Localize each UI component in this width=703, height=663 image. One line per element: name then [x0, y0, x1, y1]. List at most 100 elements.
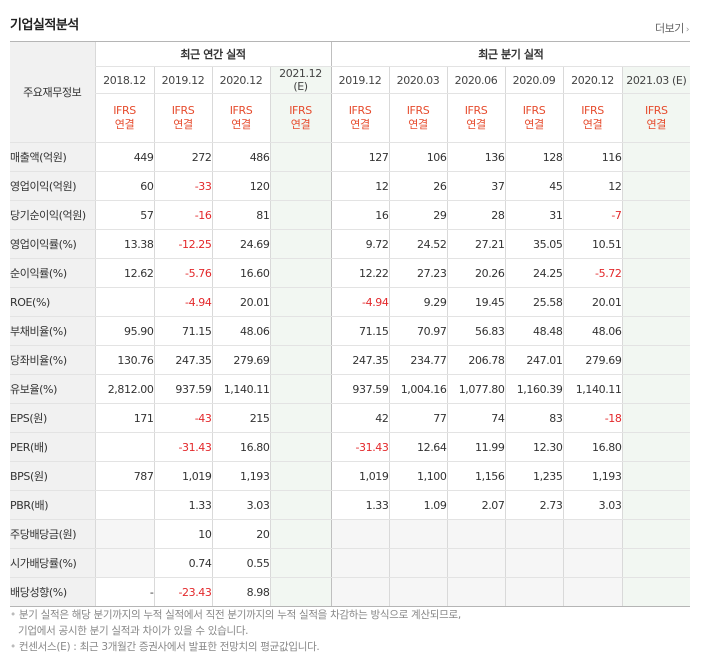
value-cell	[504, 519, 563, 549]
value-cell: 2.07	[446, 490, 505, 520]
value-cell: 12	[330, 171, 389, 201]
value-cell: 83	[504, 403, 563, 433]
value-cell: 279.69	[562, 345, 622, 375]
value-cell	[446, 577, 505, 607]
value-cell: 127	[330, 142, 389, 172]
ifrs-top: IFRS	[581, 104, 604, 117]
value-cell: 16.60	[211, 258, 270, 288]
table-row: 순이익률(%) 12.62 -5.76 16.60 12.22 27.23 20.26 24.…	[10, 258, 691, 288]
value-cell	[562, 548, 622, 578]
more-link[interactable]: 더보기 ›	[655, 20, 690, 36]
value-cell	[621, 548, 691, 578]
value-cell: 234.77	[388, 345, 447, 375]
value-cell	[269, 171, 331, 201]
value-cell: -12.25	[153, 229, 212, 259]
value-cell: 1.33	[153, 490, 212, 520]
value-cell	[388, 519, 447, 549]
table-row: 매출액(억원) 449 272 486 127 106 136 128 116	[10, 142, 691, 172]
value-cell: 937.59	[153, 374, 212, 404]
value-cell	[621, 403, 691, 433]
ifrs-bottom: 연결	[114, 118, 135, 131]
value-cell: 8.98	[211, 577, 270, 607]
value-cell	[269, 258, 331, 288]
value-cell: 16.80	[562, 432, 622, 462]
value-cell: 19.45	[446, 287, 505, 317]
quarter-group-label: 최근 분기 실적	[330, 41, 691, 67]
value-cell	[621, 519, 691, 549]
value-cell	[94, 432, 154, 462]
value-cell: 1,077.80	[446, 374, 505, 404]
ifrs-bottom: 연결	[646, 118, 667, 131]
value-cell	[621, 490, 691, 520]
ifrs-label: IFRS 연결	[446, 93, 505, 143]
value-cell: 48.48	[504, 316, 563, 346]
ifrs-bottom: 연결	[582, 118, 603, 131]
period-header: 2021.03 (E)	[621, 66, 691, 94]
value-cell: 1.09	[388, 490, 447, 520]
value-cell	[621, 461, 691, 491]
ifrs-top: IFRS	[171, 104, 195, 117]
value-cell: 16.80	[211, 432, 270, 462]
row-label: 매출액(억원)	[10, 142, 95, 172]
ifrs-label: IFRS 연결	[330, 93, 389, 143]
footnotes: • 분기 실적은 해당 분기까지의 누적 실적에서 직전 분기까지의 누적 실적을…	[10, 607, 461, 655]
value-cell: -4.94	[153, 287, 212, 317]
value-cell: 9.29	[388, 287, 447, 317]
value-cell	[94, 519, 154, 549]
ifrs-label: IFRS 연결	[504, 93, 563, 143]
row-label: 당기순이익(억원)	[10, 200, 95, 230]
value-cell	[621, 287, 691, 317]
value-cell: 27.23	[388, 258, 447, 288]
ifrs-top: IFRS	[406, 104, 430, 117]
value-cell: 42	[330, 403, 389, 433]
value-cell	[504, 577, 563, 607]
value-cell: 1,193	[211, 461, 270, 491]
value-cell: 937.59	[330, 374, 389, 404]
value-cell: -4.94	[330, 287, 389, 317]
value-cell: 1.33	[330, 490, 389, 520]
value-cell: 1,140.11	[562, 374, 622, 404]
ifrs-top: IFRS	[464, 104, 488, 117]
value-cell: 74	[446, 403, 505, 433]
row-label: 배당성향(%)	[10, 577, 95, 607]
value-cell: 24.25	[504, 258, 563, 288]
value-cell: 449	[94, 142, 154, 172]
ifrs-bottom: 연결	[290, 118, 311, 131]
value-cell: 71.15	[330, 316, 389, 346]
table-row: PER(배) -31.43 16.80 -31.43 12.64 11.99 12.30 16…	[10, 432, 691, 462]
value-cell: 2,812.00	[94, 374, 154, 404]
bullet-icon: •	[10, 609, 16, 621]
value-cell: 29	[388, 200, 447, 230]
financial-table: 주요재무정보 최근 연간 실적 최근 분기 실적 2018.12 2019.12 2…	[10, 41, 691, 607]
value-cell	[330, 577, 389, 607]
period-header: 2020.03	[388, 66, 447, 94]
ifrs-bottom: 연결	[173, 118, 193, 131]
value-cell: 48.06	[562, 316, 622, 346]
value-cell	[621, 316, 691, 346]
value-cell	[621, 258, 691, 288]
value-cell: 1,004.16	[388, 374, 447, 404]
value-cell: 3.03	[562, 490, 622, 520]
value-cell: -	[94, 577, 154, 607]
value-cell	[504, 548, 563, 578]
value-cell: 45	[504, 171, 563, 201]
period-header: 2020.09	[504, 66, 563, 94]
value-cell: 136	[446, 142, 505, 172]
value-cell: 486	[211, 142, 270, 172]
period-header: 2020.12	[211, 66, 270, 94]
row-label: 부채비율(%)	[10, 316, 95, 346]
value-cell: 1,193	[562, 461, 622, 491]
value-cell	[94, 548, 154, 578]
value-cell: 106	[388, 142, 447, 172]
row-label: 당좌비율(%)	[10, 345, 95, 375]
ifrs-top: IFRS	[113, 104, 136, 117]
table-row: ROE(%) -4.94 20.01 -4.94 9.29 19.45 25.58 20.01	[10, 287, 691, 317]
value-cell: 20.26	[446, 258, 505, 288]
value-cell: 247.35	[153, 345, 212, 375]
row-label: PBR(배)	[10, 490, 95, 520]
value-cell: 247.01	[504, 345, 563, 375]
ifrs-bottom: 연결	[466, 118, 486, 131]
ifrs-top: IFRS	[229, 104, 253, 117]
value-cell: 1,156	[446, 461, 505, 491]
value-cell: 215	[211, 403, 270, 433]
